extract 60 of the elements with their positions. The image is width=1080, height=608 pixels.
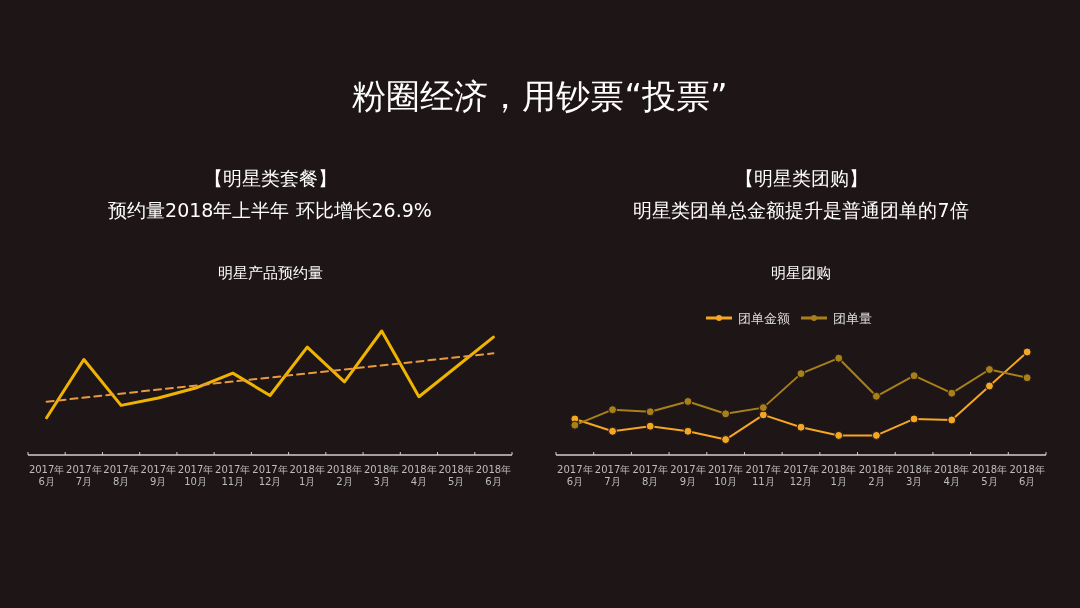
- point: [683, 396, 693, 406]
- x-tick-label: 2017年 11月: [745, 464, 782, 487]
- x-tick-label: 2017年 7月: [66, 464, 102, 487]
- x-tick-label: 2018年 4月: [401, 464, 437, 487]
- point: [758, 403, 768, 413]
- x-tick-label: 2018年 2月: [326, 464, 363, 487]
- point: [909, 371, 919, 381]
- point: [947, 388, 957, 398]
- x-tick-label: 2017年 6月: [557, 464, 593, 487]
- point: [721, 409, 731, 419]
- x-tick-label: 2018年 4月: [934, 464, 970, 487]
- legend-label: 团单量: [833, 311, 872, 326]
- x-tick-label: 2018年 2月: [858, 464, 895, 487]
- x-tick-label: 2017年 11月: [215, 464, 251, 487]
- point: [758, 410, 768, 420]
- point: [721, 435, 731, 445]
- text: 【明星类团购】: [734, 167, 868, 189]
- x-tick-label: 2018年 3月: [896, 464, 932, 487]
- x-tick-label: 2017年 8月: [103, 464, 139, 487]
- x-tick-label: 2017年 7月: [594, 464, 631, 487]
- text: 预约量2018年上半年 环比增长26.9%: [108, 199, 432, 221]
- point: [834, 353, 844, 363]
- x-tick-label: 2017年 12月: [783, 464, 819, 487]
- x-tick-label: 2017年 8月: [632, 464, 668, 487]
- point: [683, 426, 693, 436]
- point: [909, 414, 919, 424]
- x-tick-label: 2017年 10月: [177, 464, 214, 487]
- text: 明星类团单总金额提升是普通团单的7倍: [633, 199, 969, 221]
- text: 【明星类套餐】: [203, 167, 337, 189]
- x-tick-label: 2018年 1月: [289, 464, 325, 487]
- x-tick-label: 2018年 5月: [438, 464, 474, 487]
- x-tick-label: 2018年 3月: [363, 464, 400, 487]
- legend-label: 团单金额: [738, 311, 790, 326]
- x-tick-label: 2018年 5月: [971, 464, 1008, 487]
- point: [984, 381, 994, 391]
- point: [1022, 347, 1032, 357]
- text: 粉圈经济，用钞票“投票”: [352, 76, 728, 116]
- x-tick-label: 2017年 12月: [252, 464, 288, 487]
- chart-title: 明星团购: [771, 264, 831, 282]
- point: [834, 430, 844, 440]
- point: [608, 426, 618, 436]
- x-tick-label: 2018年 1月: [820, 464, 857, 487]
- point: [796, 422, 806, 432]
- x-tick-label: 2018年 6月: [475, 464, 512, 487]
- x-tick-label: 2017年 10月: [707, 464, 744, 487]
- x-tick-label: 2017年 6月: [28, 464, 65, 487]
- point: [871, 391, 881, 401]
- point: [796, 369, 806, 379]
- point: [947, 415, 957, 425]
- chart-title: 明星产品预约量: [217, 264, 323, 282]
- point: [871, 430, 881, 440]
- point: [570, 420, 580, 430]
- point: [608, 405, 618, 415]
- point: [645, 407, 655, 417]
- x-tick-label: 2017年 9月: [670, 464, 706, 487]
- point: [1022, 373, 1032, 383]
- x-tick-label: 2018年 6月: [1009, 464, 1045, 487]
- point: [645, 421, 655, 431]
- x-tick-label: 2017年 9月: [140, 464, 177, 487]
- point: [984, 365, 994, 375]
